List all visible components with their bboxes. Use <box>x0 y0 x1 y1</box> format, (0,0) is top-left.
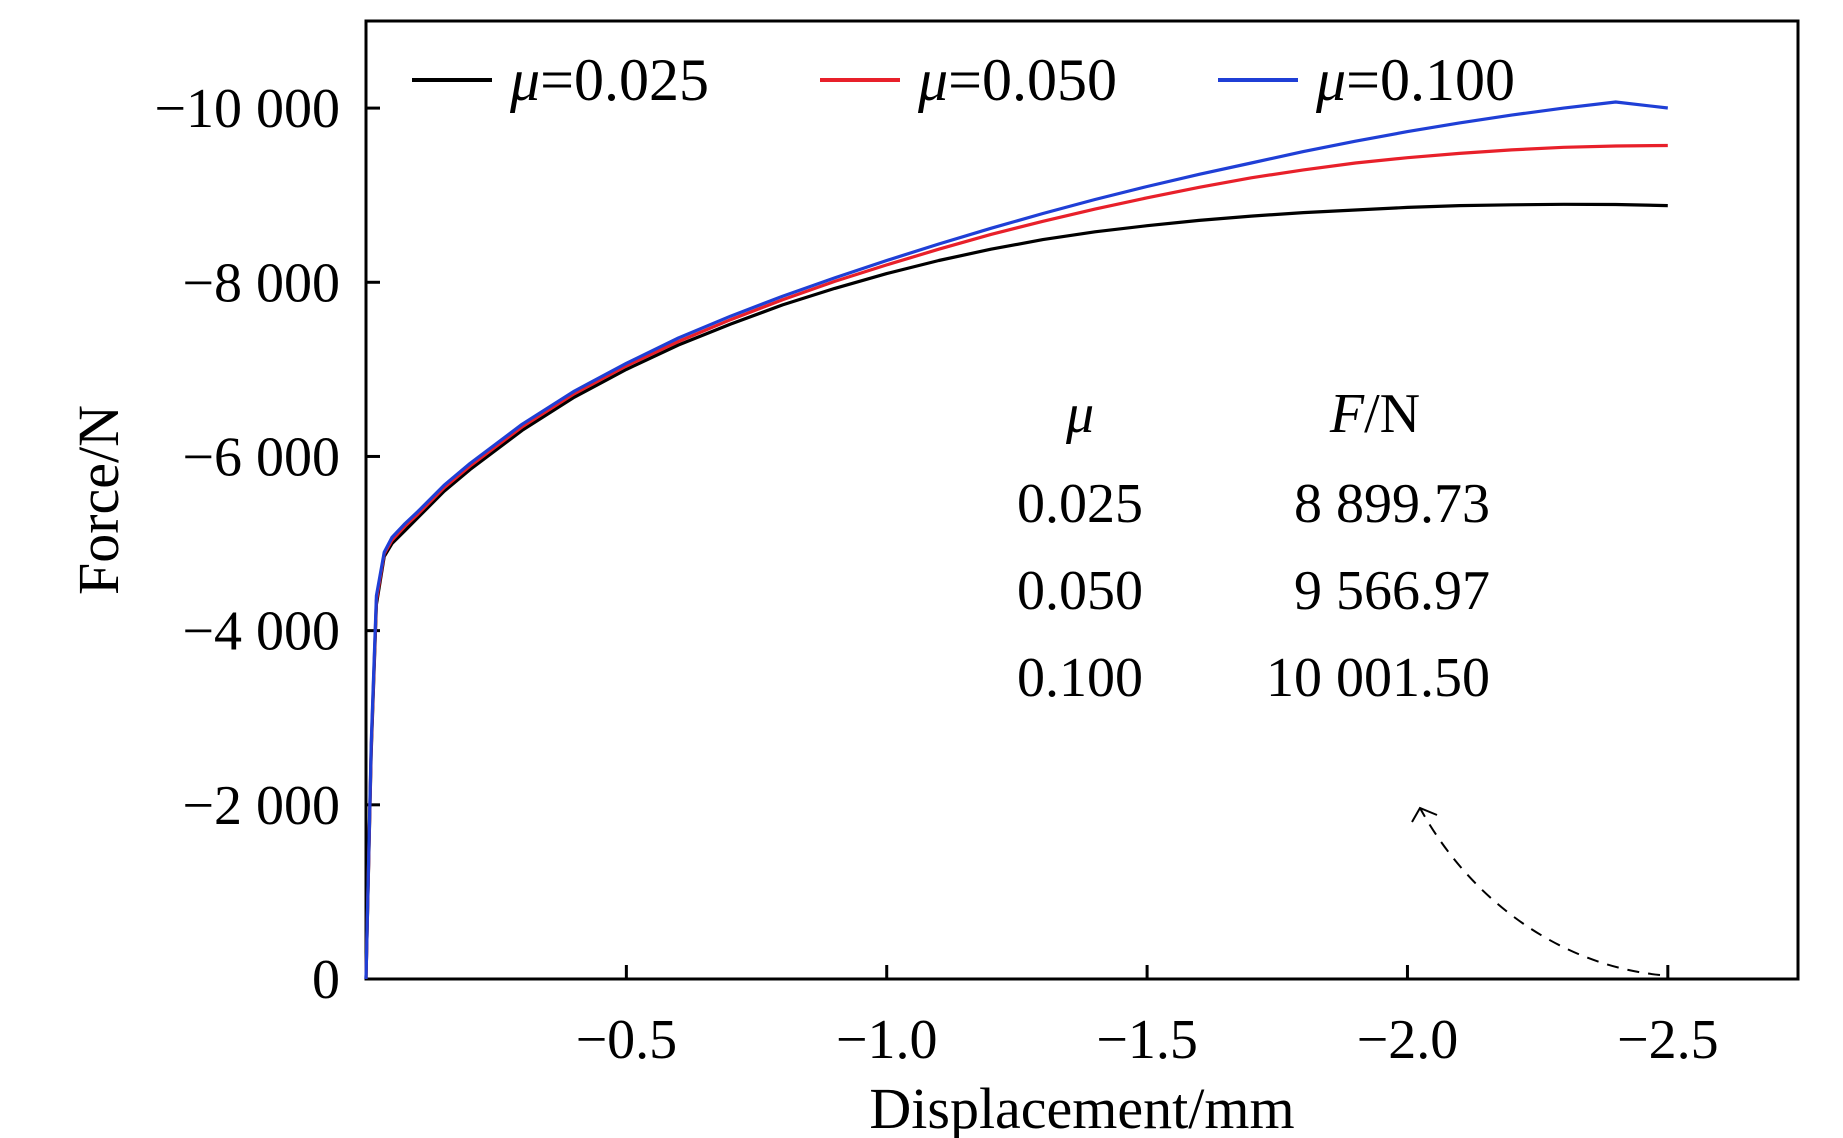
x-tick-label: −1.0 <box>836 1009 938 1071</box>
table-force-value: 9 566.97 <box>1294 560 1490 622</box>
table-force-value: 8 899.73 <box>1294 473 1490 535</box>
x-tick-label: −2.0 <box>1357 1009 1459 1071</box>
x-tick-label: −1.5 <box>1096 1009 1198 1071</box>
series-line-1 <box>364 143 1668 980</box>
y-tick-label: −4 000 <box>182 601 340 663</box>
y-tick-label: 0 <box>312 949 340 1011</box>
series-line-2 <box>364 100 1668 980</box>
y-axis-label: Force/N <box>66 405 131 595</box>
legend: μ=0.025 μ=0.050 μ=0.100 <box>412 47 1515 113</box>
legend-label-1: μ=0.050 <box>917 47 1117 113</box>
y-tick-label: −2 000 <box>182 775 340 837</box>
annotation-arrow <box>1419 807 1661 976</box>
series-lines <box>364 100 1668 980</box>
legend-label-2: μ=0.100 <box>1315 47 1515 113</box>
table-header-mu: μ <box>1065 383 1094 445</box>
table-mu-value: 0.050 <box>1017 560 1143 622</box>
table-mu-value: 0.025 <box>1017 473 1143 535</box>
table-header-force: F/N <box>1329 383 1420 445</box>
x-axis-ticks: −0.5 −1.0 −1.5 −2.0 −2.5 <box>576 965 1719 1071</box>
plot-frame <box>364 19 1800 981</box>
legend-label-0: μ=0.025 <box>509 47 709 113</box>
y-tick-label: −6 000 <box>182 426 340 488</box>
x-tick-label: −2.5 <box>1617 1009 1719 1071</box>
table-force-value: 10 001.50 <box>1266 647 1490 709</box>
x-axis-label: Displacement/mm <box>869 1076 1294 1138</box>
table-mu-value: 0.100 <box>1017 647 1143 709</box>
x-tick-label: −0.5 <box>576 1009 678 1071</box>
y-axis-ticks: 0 −2 000 −4 000 −6 000 −8 000 −10 000 <box>154 78 380 1011</box>
table-rows: 0.025 8 899.73 0.050 9 566.97 0.100 10 001.50 <box>1017 473 1490 709</box>
annotation-arrowhead <box>1411 806 1438 823</box>
series-line-0 <box>364 202 1668 980</box>
y-tick-label: −10 000 <box>154 78 340 140</box>
annotation-table: μ F/N 0.025 8 899.73 0.050 9 566.97 0.100 10 … <box>1017 383 1490 709</box>
y-tick-label: −8 000 <box>182 252 340 314</box>
